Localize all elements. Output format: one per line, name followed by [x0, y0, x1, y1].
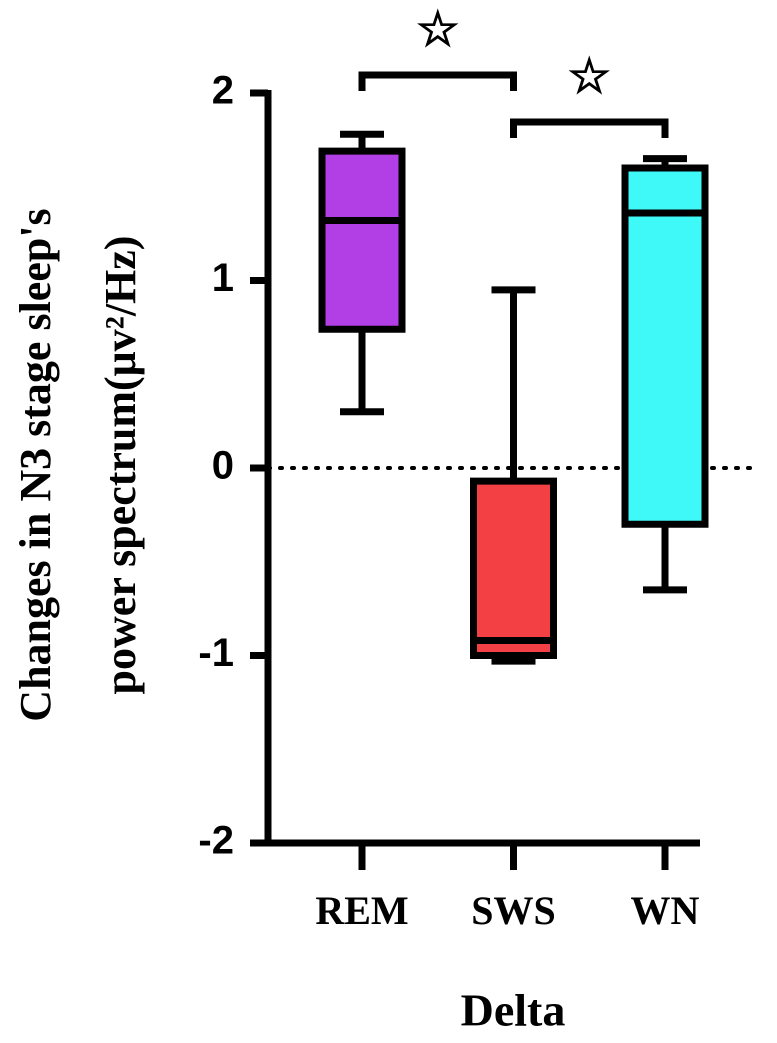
significance-bracket [358, 71, 517, 91]
y-tick-label: 0 [212, 444, 234, 488]
significance-marker: ☆ [568, 51, 611, 104]
box [470, 477, 557, 659]
y-tick-label: 2 [212, 69, 234, 113]
y-tick-label: 1 [212, 256, 234, 300]
y-tick-label: -1 [198, 631, 234, 675]
x-tick-label: WN [631, 888, 700, 933]
x-tick-label: SWS [471, 888, 556, 933]
y-tick-label: -2 [198, 819, 234, 863]
significance-marker: ☆ [416, 4, 459, 57]
x-tick-label: REM [315, 888, 408, 933]
y-axis-label: power spectrum(μv²/Hz) [96, 236, 145, 695]
x-axis-label: Delta [461, 985, 566, 1036]
significance-bracket [510, 118, 669, 138]
box [621, 164, 709, 528]
box [318, 147, 406, 333]
y-axis-label: Changes in N3 stage sleep's [11, 208, 60, 721]
